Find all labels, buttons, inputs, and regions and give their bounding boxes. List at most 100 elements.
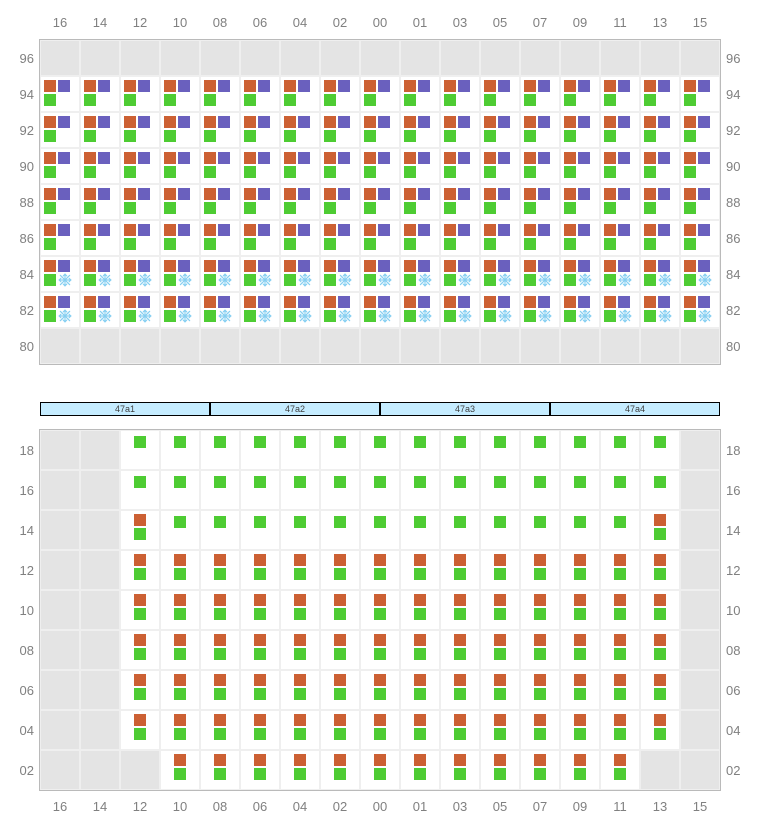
status-green xyxy=(534,768,546,780)
status-red xyxy=(494,594,506,606)
status-red xyxy=(164,80,176,92)
status-red xyxy=(44,80,56,92)
col-label-bottom: 04 xyxy=(280,800,320,813)
status-purple xyxy=(218,80,230,92)
status-red xyxy=(244,80,256,92)
status-purple xyxy=(658,188,670,200)
rack-cell xyxy=(40,590,80,630)
status-purple xyxy=(298,80,310,92)
status-green xyxy=(324,274,336,286)
row-label-right: 06 xyxy=(726,684,750,697)
col-label-top: 03 xyxy=(440,16,480,29)
status-red xyxy=(564,188,576,200)
status-green xyxy=(164,94,176,106)
status-green xyxy=(244,310,256,322)
status-red xyxy=(524,188,536,200)
status-red xyxy=(574,754,586,766)
status-green xyxy=(454,516,466,528)
pdu-strip[interactable]: 47a3 xyxy=(380,402,550,416)
status-red xyxy=(414,594,426,606)
status-purple xyxy=(538,116,550,128)
status-green xyxy=(294,768,306,780)
status-red xyxy=(374,714,386,726)
status-purple xyxy=(698,188,710,200)
col-label-bottom: 15 xyxy=(680,800,720,813)
status-purple xyxy=(698,224,710,236)
rack-cell xyxy=(40,470,80,510)
status-purple xyxy=(578,260,590,272)
status-green xyxy=(534,436,546,448)
status-green xyxy=(494,568,506,580)
status-green xyxy=(444,310,456,322)
status-red xyxy=(364,116,376,128)
snowflake-icon xyxy=(498,309,512,323)
status-red xyxy=(174,594,186,606)
status-red xyxy=(644,260,656,272)
rack-cell xyxy=(320,40,360,76)
status-purple xyxy=(618,260,630,272)
rack-cell xyxy=(680,630,720,670)
status-red xyxy=(604,260,616,272)
status-green xyxy=(254,476,266,488)
status-red xyxy=(254,674,266,686)
status-red xyxy=(564,260,576,272)
status-purple xyxy=(58,188,70,200)
status-green xyxy=(44,274,56,286)
status-purple xyxy=(578,296,590,308)
status-green xyxy=(454,476,466,488)
pdu-strip[interactable]: 47a2 xyxy=(210,402,380,416)
status-green xyxy=(564,166,576,178)
status-green xyxy=(484,202,496,214)
status-green xyxy=(334,608,346,620)
rack-cell xyxy=(360,328,400,364)
rack-cell xyxy=(120,40,160,76)
status-red xyxy=(494,634,506,646)
rack-cell xyxy=(600,40,640,76)
status-green xyxy=(244,94,256,106)
status-red xyxy=(294,674,306,686)
col-label-top: 01 xyxy=(400,16,440,29)
status-red xyxy=(484,188,496,200)
status-green xyxy=(294,648,306,660)
status-green xyxy=(124,310,136,322)
status-purple xyxy=(578,188,590,200)
status-green xyxy=(654,688,666,700)
status-red xyxy=(334,634,346,646)
status-purple xyxy=(618,80,630,92)
status-red xyxy=(564,116,576,128)
status-green xyxy=(254,688,266,700)
status-red xyxy=(214,714,226,726)
status-purple xyxy=(98,296,110,308)
status-green xyxy=(564,130,576,142)
pdu-strip[interactable]: 47a4 xyxy=(550,402,720,416)
status-purple xyxy=(258,296,270,308)
status-green xyxy=(404,94,416,106)
snowflake-icon xyxy=(578,273,592,287)
status-green xyxy=(534,728,546,740)
status-green xyxy=(574,436,586,448)
status-red xyxy=(604,224,616,236)
row-label-right: 92 xyxy=(726,124,750,137)
pdu-strip[interactable]: 47a1 xyxy=(40,402,210,416)
status-green xyxy=(654,476,666,488)
col-label-top: 08 xyxy=(200,16,240,29)
status-purple xyxy=(98,260,110,272)
col-label-top: 14 xyxy=(80,16,120,29)
status-red xyxy=(654,674,666,686)
status-green xyxy=(44,202,56,214)
col-label-bottom: 03 xyxy=(440,800,480,813)
row-label-right: 96 xyxy=(726,52,750,65)
status-red xyxy=(644,80,656,92)
status-red xyxy=(254,554,266,566)
snowflake-icon xyxy=(98,309,112,323)
status-green xyxy=(284,238,296,250)
status-purple xyxy=(618,188,630,200)
status-green xyxy=(414,436,426,448)
status-red xyxy=(374,754,386,766)
status-green xyxy=(124,166,136,178)
row-label-left: 06 xyxy=(10,684,34,697)
col-label-bottom: 06 xyxy=(240,800,280,813)
status-green xyxy=(644,130,656,142)
row-label-left: 94 xyxy=(10,88,34,101)
status-red xyxy=(244,116,256,128)
